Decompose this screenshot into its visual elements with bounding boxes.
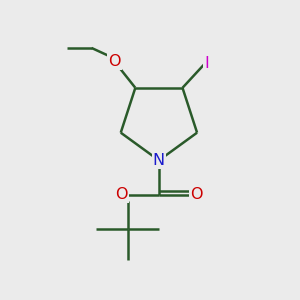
Text: I: I: [205, 56, 209, 70]
Text: O: O: [190, 187, 203, 202]
Text: O: O: [115, 187, 128, 202]
Text: O: O: [108, 54, 121, 69]
Text: N: N: [153, 153, 165, 168]
